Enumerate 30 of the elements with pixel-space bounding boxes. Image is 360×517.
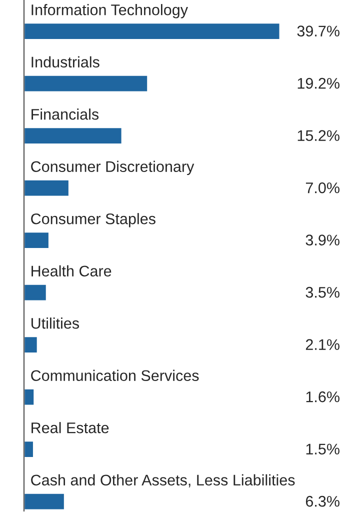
y-tick-label: Health Care — [32, 265, 112, 277]
data-label: 15.2% — [298, 130, 340, 141]
y-tick-label: Consumer Staples — [31, 213, 156, 228]
y-tick-label: Communication Services — [31, 370, 199, 382]
bar — [24, 388, 36, 406]
y-tick-label: Financials — [32, 108, 99, 120]
data-label: 3.5% — [306, 286, 340, 298]
y-tick-label: Cash and Other Assets, Less Liabilities — [31, 474, 295, 488]
bar — [24, 231, 50, 250]
data-label: 6.3% — [306, 496, 340, 507]
data-label: 3.9% — [306, 234, 340, 246]
y-tick-label: Real Estate — [32, 422, 109, 434]
bar — [24, 284, 48, 302]
y-tick-label: Utilities — [32, 318, 80, 329]
y-tick-label: Information Technology — [32, 4, 188, 18]
bar — [24, 179, 70, 198]
data-label: 19.2% — [298, 78, 340, 89]
bar — [24, 126, 123, 145]
data-label: 1.5% — [306, 444, 340, 454]
data-label: 1.6% — [306, 391, 340, 402]
data-label: 39.7% — [297, 26, 340, 36]
bar — [24, 74, 148, 93]
y-tick-label: Consumer Discretionary — [31, 160, 194, 176]
y-tick-label: Industrials — [32, 56, 100, 68]
data-label: 7.0% — [306, 182, 340, 194]
bar — [24, 440, 34, 458]
bar — [24, 22, 281, 40]
bar — [24, 336, 38, 354]
bar — [24, 492, 66, 511]
data-label: 2.1% — [306, 339, 340, 350]
